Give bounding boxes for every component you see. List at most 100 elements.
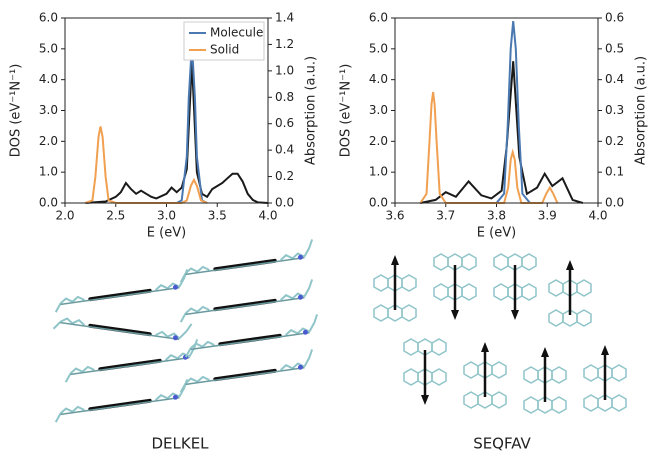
arrow-head xyxy=(541,347,549,357)
molecule-bonds xyxy=(177,279,315,322)
molecule-link xyxy=(186,368,305,385)
series-line xyxy=(85,61,268,203)
figure: DELKEL SEQFAV 2.02.53.03.54.00.01.02.03.… xyxy=(0,0,648,456)
ring xyxy=(492,362,506,378)
x-tick-label: 3.6 xyxy=(385,209,404,223)
x-tick-label: 3.0 xyxy=(157,209,176,223)
ring xyxy=(549,280,563,296)
y2-tick-label: 0.4 xyxy=(275,143,294,157)
y2-tick-label: 0.8 xyxy=(275,90,294,104)
y-tick-label: 1.0 xyxy=(369,165,388,179)
y-tick-label: 2.0 xyxy=(39,134,58,148)
molecule-link xyxy=(60,323,179,340)
ring xyxy=(584,365,598,381)
molecule-core xyxy=(100,361,159,369)
ring xyxy=(524,367,538,383)
y-tick-label: 3.0 xyxy=(39,103,58,117)
ring xyxy=(612,395,626,411)
y2-tick-label: 1.4 xyxy=(275,11,294,25)
y2-tick-label: 0.3 xyxy=(605,103,624,117)
molecule-bonds xyxy=(182,314,320,357)
y2-tick-label: 0.4 xyxy=(605,72,624,86)
arrow-head xyxy=(601,345,609,355)
molecule-bonds xyxy=(52,269,190,312)
ring xyxy=(524,397,538,413)
arrow-head xyxy=(391,255,399,265)
ring xyxy=(374,275,388,291)
ring xyxy=(494,254,508,270)
molecule-link xyxy=(61,288,180,305)
ring xyxy=(522,254,536,270)
ring xyxy=(464,392,478,408)
ring xyxy=(492,392,506,408)
molecule xyxy=(52,379,190,422)
y-tick-label: 4.0 xyxy=(39,72,58,86)
arrow-head xyxy=(511,310,519,320)
y2-tick-label: 0.2 xyxy=(275,169,294,183)
x-tick-label: 2.5 xyxy=(106,209,125,223)
arrow-head xyxy=(421,395,429,405)
x-tick-label: 3.8 xyxy=(487,209,506,223)
plot-frame xyxy=(395,18,598,203)
molecule-link xyxy=(186,258,305,275)
x-tick-label: 2.0 xyxy=(55,209,74,223)
y-tick-label: 4.0 xyxy=(369,72,388,86)
legend-label: Solid xyxy=(210,43,239,57)
ring xyxy=(612,365,626,381)
y-tick-label: 5.0 xyxy=(39,41,58,55)
molecule-bonds xyxy=(177,239,315,282)
y-tick-label: 6.0 xyxy=(39,11,58,25)
ring xyxy=(549,310,563,326)
ring xyxy=(402,275,416,291)
y2-axis-label: Absorption (a.u.) xyxy=(304,56,319,165)
molecule-core xyxy=(215,371,274,379)
arrow-head xyxy=(481,342,489,352)
molecule-link xyxy=(191,333,310,350)
arrow-head xyxy=(451,310,459,320)
series-line xyxy=(420,61,582,203)
legend-label: Molecule xyxy=(210,26,263,40)
molecule-bonds xyxy=(52,379,190,422)
ring xyxy=(577,280,591,296)
y-tick-label: 6.0 xyxy=(369,11,388,25)
molecule-core xyxy=(90,291,149,299)
structure-label: SEQFAV xyxy=(473,435,531,453)
ring xyxy=(404,339,418,355)
y2-tick-label: 1.0 xyxy=(275,63,294,77)
ring xyxy=(434,284,448,300)
y2-tick-label: 1.2 xyxy=(275,37,294,51)
y-axis-label: DOS (eV⁻¹N⁻¹) xyxy=(339,64,354,158)
ring xyxy=(462,254,476,270)
x-tick-label: 4.0 xyxy=(258,209,277,223)
ring xyxy=(402,305,416,321)
x-axis-label: E (eV) xyxy=(477,226,516,241)
molecule-core xyxy=(215,261,274,269)
y-tick-label: 1.0 xyxy=(39,165,58,179)
molecule-link xyxy=(61,398,180,415)
molecule xyxy=(54,305,192,348)
ring xyxy=(552,367,566,383)
x-tick-label: 3.9 xyxy=(538,209,557,223)
arrow-head xyxy=(566,260,574,270)
y-tick-label: 5.0 xyxy=(369,41,388,55)
molecule-link xyxy=(186,298,305,315)
y2-tick-label: 0.5 xyxy=(605,41,624,55)
molecule-bonds xyxy=(177,349,315,392)
y2-tick-label: 0.6 xyxy=(605,11,624,25)
molecule xyxy=(177,349,315,392)
ring xyxy=(432,339,446,355)
crystal-structures xyxy=(52,239,626,422)
molecule-core xyxy=(90,401,149,409)
x-tick-label: 3.5 xyxy=(208,209,227,223)
y-tick-label: 0.0 xyxy=(39,196,58,210)
molecule-core xyxy=(215,301,274,309)
ring xyxy=(577,310,591,326)
molecule xyxy=(177,239,315,282)
y2-tick-label: 0.1 xyxy=(605,165,624,179)
molecule-link xyxy=(71,358,190,375)
ring xyxy=(522,284,536,300)
molecule-core xyxy=(90,326,149,334)
molecule xyxy=(182,314,320,357)
molecule-core xyxy=(220,336,279,344)
y-tick-label: 3.0 xyxy=(369,103,388,117)
